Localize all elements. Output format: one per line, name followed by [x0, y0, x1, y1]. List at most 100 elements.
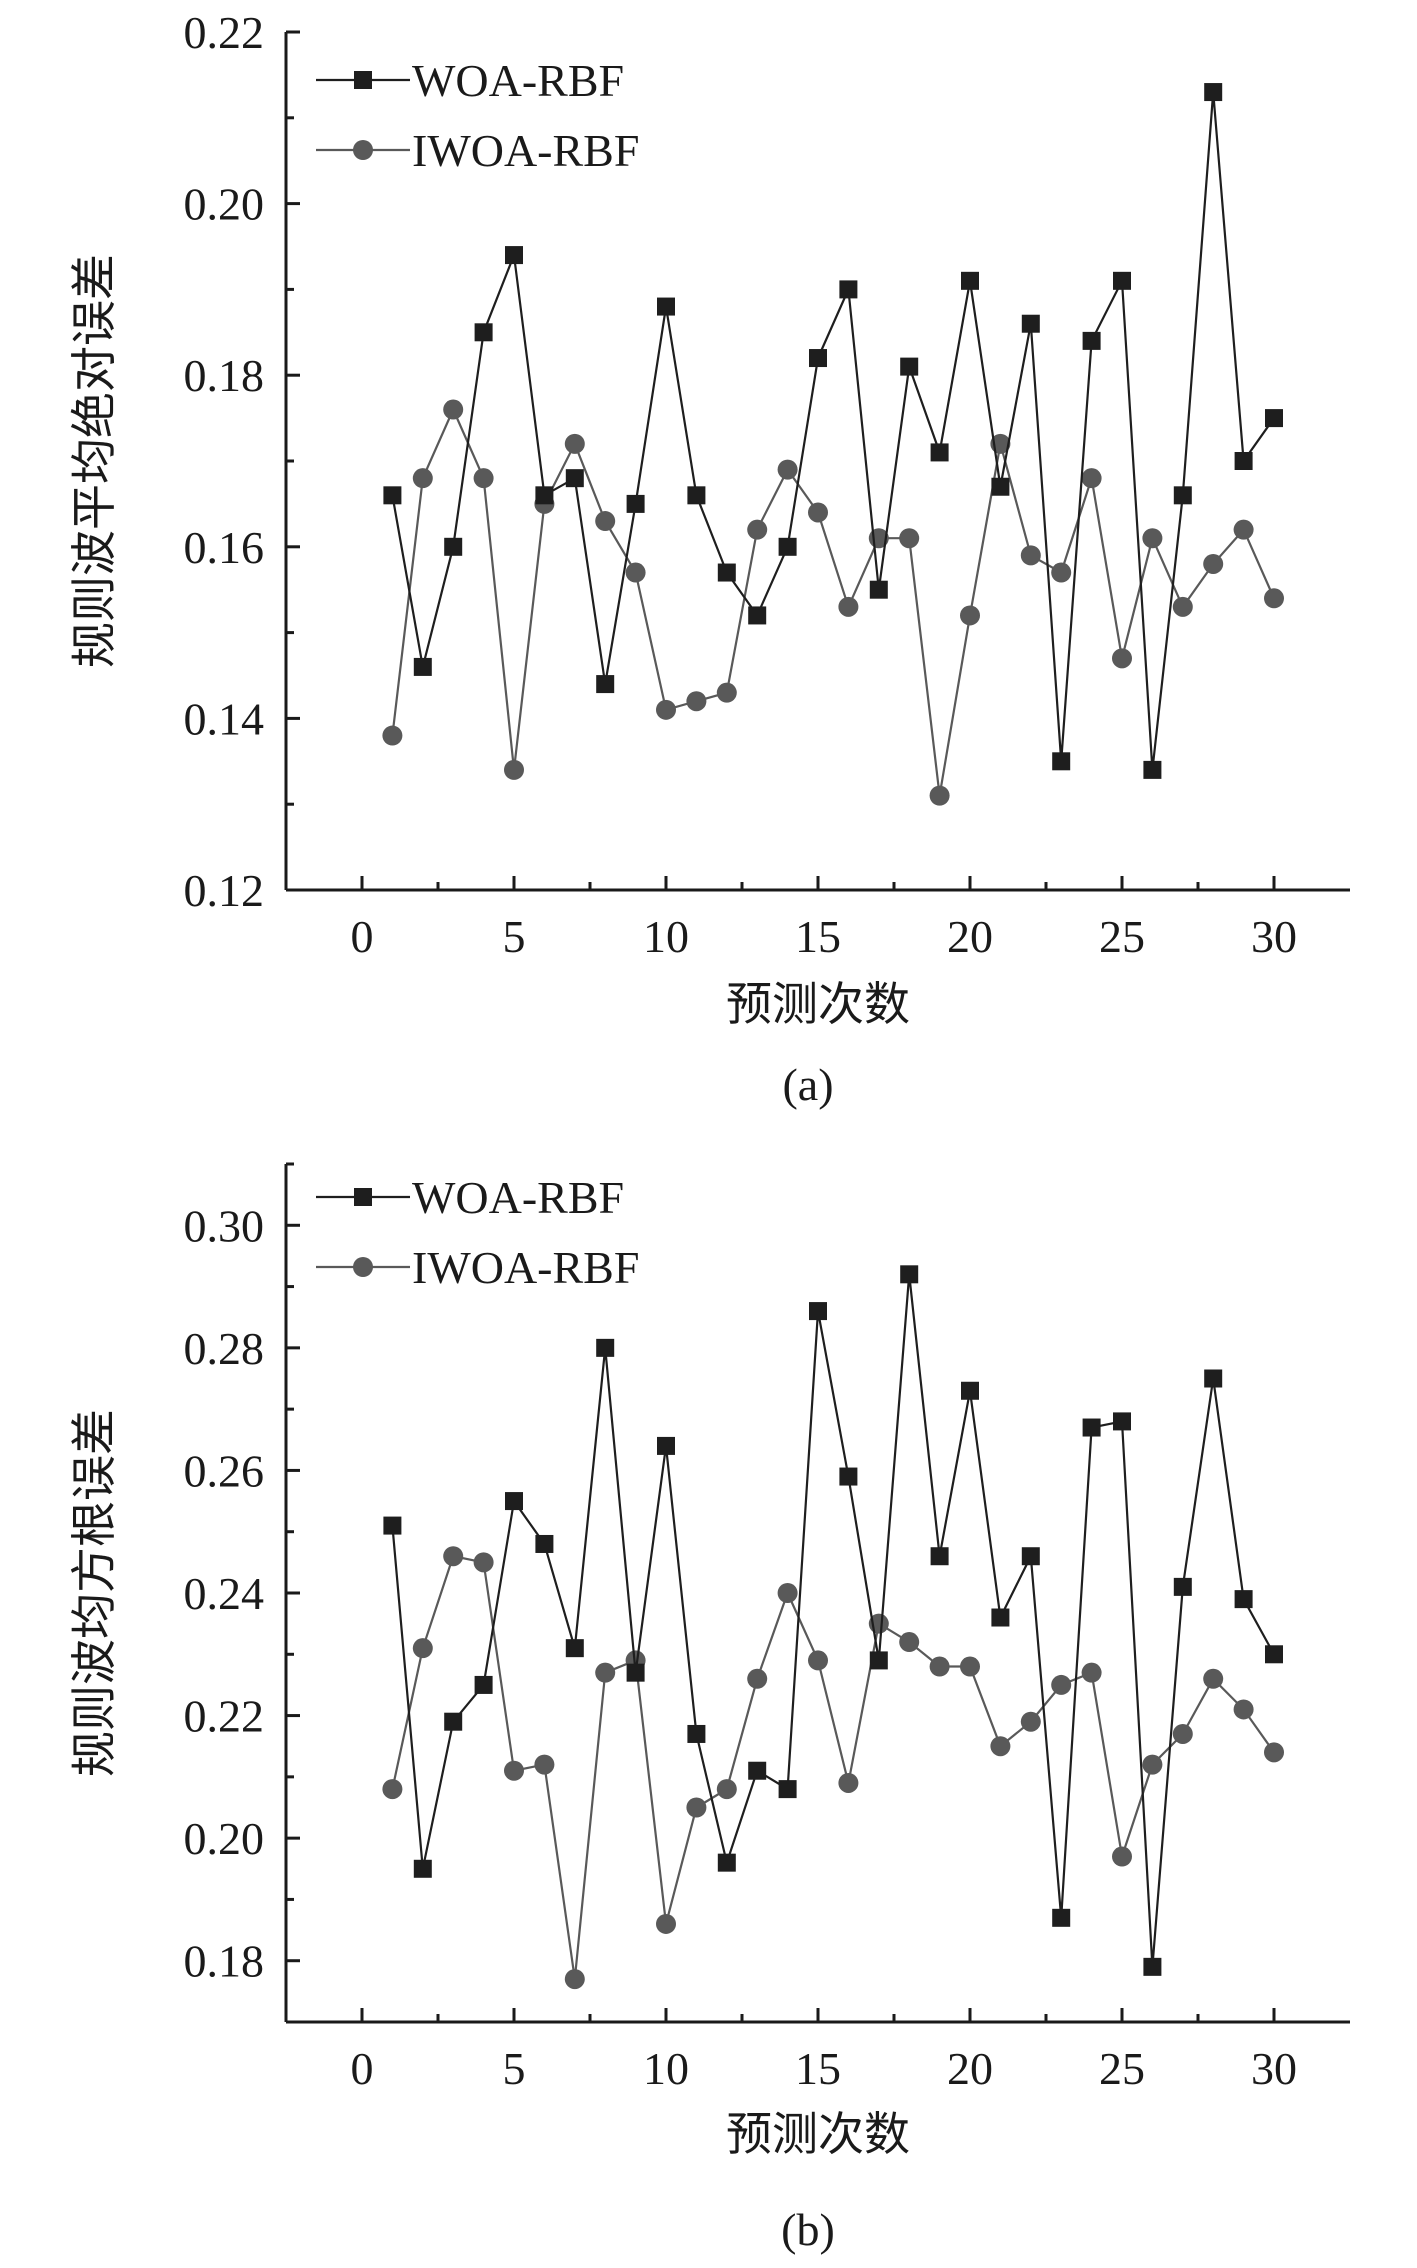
y-axis-title: 规则波平均绝对误差 [69, 254, 120, 668]
data-point-square [1113, 1412, 1131, 1431]
data-point-circle [412, 468, 433, 489]
data-point-circle [1020, 1711, 1041, 1732]
data-point-circle [686, 691, 707, 712]
data-point-square [383, 1516, 402, 1535]
data-point-square [505, 1492, 523, 1511]
data-point-circle [899, 528, 920, 549]
data-point-circle [1112, 648, 1132, 669]
x-tick-label: 30 [1251, 2043, 1297, 2094]
data-point-circle [1051, 562, 1072, 583]
x-tick-label: 15 [795, 911, 841, 962]
legend-label: IWOA-RBF [412, 1242, 639, 1293]
data-point-square [1173, 1577, 1192, 1596]
data-point-square [1021, 1547, 1040, 1566]
data-point-circle [1020, 545, 1041, 566]
x-tick-label: 0 [351, 911, 374, 962]
x-axis-title: 预测次数 [726, 2109, 910, 2160]
data-point-square [687, 1724, 706, 1743]
x-tick-label: 20 [947, 911, 993, 962]
data-point-square [626, 1663, 645, 1682]
data-point-square [565, 469, 584, 488]
y-tick-label: 0.14 [184, 693, 265, 744]
panel-label: (a) [782, 1059, 833, 1110]
data-point-circle [595, 511, 616, 532]
data-point-square [1204, 1369, 1223, 1388]
data-point-square [809, 1302, 827, 1321]
data-point-circle [1264, 588, 1284, 609]
data-point-square [1082, 1418, 1101, 1437]
data-point-square [930, 1547, 949, 1566]
data-point-circle [1172, 596, 1193, 617]
legend-label: WOA-RBF [412, 1172, 624, 1223]
data-point-circle [960, 1656, 980, 1677]
y-tick-label: 0.26 [184, 1445, 265, 1496]
data-point-square [1143, 1957, 1162, 1976]
data-point-square [444, 537, 463, 556]
data-point-square [839, 1467, 858, 1486]
x-tick-label: 0 [351, 2043, 374, 2094]
x-tick-label: 15 [795, 2043, 841, 2094]
data-point-square [809, 349, 827, 368]
data-point-circle [564, 433, 585, 454]
data-point-circle [504, 1760, 524, 1781]
legend-marker-square [354, 71, 372, 89]
series-woa-rbf [383, 1265, 1283, 1976]
data-point-square [535, 1534, 554, 1553]
data-point-circle [929, 785, 950, 806]
data-point-circle [443, 1546, 464, 1567]
data-point-square [505, 246, 523, 265]
data-point-square [839, 280, 858, 299]
data-point-circle [1172, 1723, 1193, 1744]
data-point-square [1234, 452, 1253, 470]
data-point-circle [625, 562, 646, 583]
data-point-square [596, 1338, 615, 1357]
data-point-square [1173, 486, 1192, 505]
legend-marker-square [354, 1188, 372, 1206]
data-point-circle [838, 596, 859, 617]
data-point-square [474, 323, 493, 342]
data-point-square [717, 1853, 736, 1872]
data-point-circle [1081, 468, 1102, 489]
data-point-square [1021, 314, 1040, 333]
y-tick-label: 0.24 [184, 1568, 265, 1619]
data-point-circle [777, 1583, 798, 1603]
y-tick-label: 0.20 [184, 179, 265, 230]
y-tick-label: 0.16 [184, 522, 265, 573]
data-point-circle [382, 725, 403, 746]
x-tick-label: 5 [503, 911, 526, 962]
data-point-square [717, 563, 736, 582]
data-point-circle [1264, 1742, 1284, 1763]
data-point-circle [808, 502, 828, 523]
data-point-square [535, 486, 554, 505]
data-point-circle [747, 1668, 768, 1689]
data-point-circle [564, 1969, 585, 1990]
data-point-circle [808, 1650, 828, 1671]
y-tick-label: 0.12 [184, 865, 265, 916]
data-point-circle [473, 1552, 494, 1573]
legend: WOA-RBF IWOA-RBF [316, 55, 639, 176]
data-point-square [474, 1675, 493, 1694]
data-point-square [869, 580, 888, 599]
data-point-square [1204, 83, 1223, 102]
data-point-circle [838, 1772, 859, 1793]
data-point-circle [1142, 1754, 1163, 1775]
data-point-circle [990, 1736, 1011, 1757]
data-point-square [657, 1436, 675, 1455]
legend-label: WOA-RBF [412, 55, 624, 106]
y-tick-label: 0.18 [184, 350, 265, 401]
data-point-circle [777, 459, 798, 480]
data-point-square [900, 1265, 919, 1284]
legend: WOA-RBF IWOA-RBF [316, 1172, 639, 1293]
x-axis-title: 预测次数 [726, 979, 910, 1030]
data-point-circle [1203, 553, 1224, 574]
x-tick-label: 25 [1099, 911, 1145, 962]
data-point-circle [595, 1662, 616, 1683]
data-point-circle [1203, 1668, 1224, 1689]
data-point-square [748, 1761, 767, 1780]
data-point-circle [473, 468, 494, 489]
data-point-circle [960, 605, 980, 626]
series-iwoa-rbf [382, 399, 1284, 806]
data-point-square [413, 1859, 432, 1878]
data-point-circle [534, 1754, 555, 1775]
